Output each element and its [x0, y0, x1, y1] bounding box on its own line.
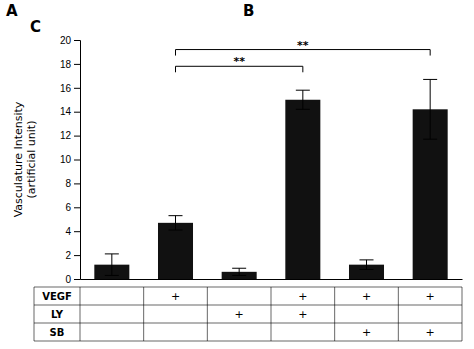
y-tick-mark: [74, 160, 80, 161]
chart: 0 2 4 6 8 10 12 14 16 18 20 ** ** Vasculature Intensi…: [0, 0, 474, 349]
table-line: [271, 287, 272, 341]
table-line: [462, 287, 463, 341]
title: C: [30, 18, 41, 36]
error-bar: [296, 90, 310, 109]
table-cell: +: [235, 308, 244, 321]
y-tick-label: 4: [65, 226, 71, 237]
table-row-label: LY: [51, 309, 64, 320]
y-tick-mark: [74, 183, 80, 184]
y-tick: 2: [65, 250, 80, 261]
y-tick: 12: [60, 130, 80, 141]
y-tick-mark: [74, 231, 80, 232]
y-tick: 4: [65, 226, 80, 237]
table-line: [80, 287, 81, 341]
table-line: [334, 287, 335, 341]
y-tick: 8: [65, 178, 80, 189]
y-tick-mark: [74, 255, 80, 256]
y-tick-label: 20: [60, 35, 72, 46]
error-bar: [105, 254, 119, 276]
y-tick: 14: [60, 106, 80, 117]
y-tick: 16: [60, 83, 80, 94]
table-line: [34, 287, 462, 288]
y-axis-line: [74, 41, 81, 280]
table-line: [34, 341, 462, 342]
y-axis: 0 2 4 6 8 10 12 14 16 18 20: [60, 35, 81, 285]
table-row-label: SB: [50, 327, 65, 338]
y-tick-mark: [74, 136, 80, 137]
y-tick-label: 12: [60, 130, 72, 141]
x-axis: [81, 279, 463, 281]
table-line: [34, 287, 35, 341]
table-row-label: VEGF: [42, 291, 72, 302]
error-bar: [168, 216, 182, 230]
y-tick: 20: [60, 35, 80, 46]
bar: [158, 223, 193, 279]
table-cell: +: [298, 308, 307, 321]
y-tick-mark: [74, 88, 80, 89]
table-cell: +: [426, 290, 435, 303]
y-tick-label: 2: [65, 250, 71, 261]
table-cell: +: [362, 290, 371, 303]
significance-label: **: [297, 39, 309, 52]
y-tick: 18: [60, 59, 80, 70]
y-tick-label: 6: [65, 202, 71, 213]
y-tick-mark: [74, 40, 80, 41]
error-bar: [232, 268, 246, 275]
y-tick-label: 8: [65, 178, 71, 189]
x-axis-line: [81, 279, 463, 280]
table-line: [398, 287, 399, 341]
plot: 0 2 4 6 8 10 12 14 16 18 20 ** **: [60, 35, 463, 285]
panel-label: A: [6, 2, 18, 20]
table-line: [207, 287, 208, 341]
y-axis-title: Vasculature Intensity(artificial unit): [12, 101, 38, 217]
y-tick-mark: [74, 207, 80, 208]
y-tick: 10: [60, 154, 80, 165]
marks: [94, 79, 447, 279]
y-tick-label: 16: [60, 83, 72, 94]
y-tick-label: 14: [60, 106, 72, 117]
table-cell: +: [362, 326, 371, 339]
y-tick-mark: [74, 64, 80, 65]
y-tick: 0: [65, 274, 80, 285]
y-tick-label: 0: [65, 274, 71, 285]
table-line: [143, 287, 144, 341]
table-line: [34, 305, 462, 306]
error-bar: [359, 260, 373, 270]
y-tick-mark: [74, 112, 80, 113]
y-tick-label: 18: [60, 59, 72, 70]
table-cell: +: [426, 326, 435, 339]
panel-label: B: [243, 2, 254, 20]
bar: [285, 100, 320, 279]
table: VEGF LY SB + + + + + + + +: [34, 287, 462, 341]
y-tick: 6: [65, 202, 80, 213]
table-cell: +: [171, 290, 180, 303]
y-tick-mark: [74, 279, 80, 280]
table-line: [34, 323, 462, 324]
significance-label: **: [233, 55, 245, 68]
y-tick-label: 10: [60, 154, 72, 165]
table-cell: +: [298, 290, 307, 303]
error-bar: [423, 79, 437, 139]
